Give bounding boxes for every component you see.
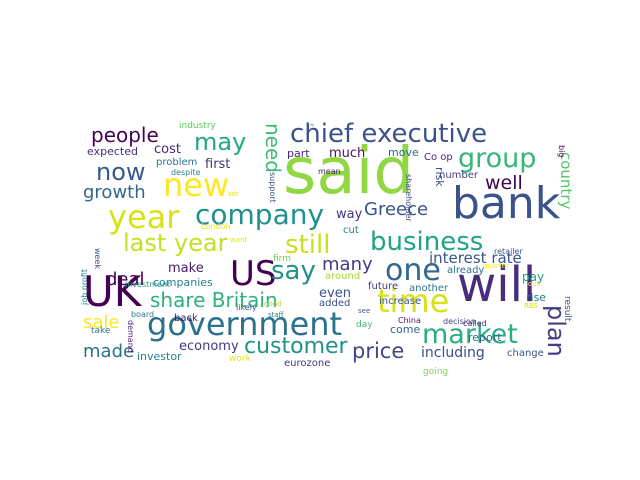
word-customer: customer [244, 334, 349, 359]
word-growth: growth [83, 182, 146, 203]
word-many: many [322, 254, 373, 275]
word-out: out [528, 280, 540, 288]
word-much: much [329, 146, 365, 161]
word-shareholder: shareholder [404, 174, 413, 222]
word-r: r [308, 124, 315, 127]
word-new: new [163, 166, 229, 204]
word-deal: deal [106, 269, 145, 290]
word-way: way [336, 207, 363, 222]
word-plan: plan [542, 305, 570, 357]
word-bank: bank [452, 178, 561, 229]
word-share-britain: share Britain [150, 288, 278, 312]
word-interest-rate: interest rate [429, 249, 522, 267]
word-risk: risk [433, 167, 446, 187]
word-still: still [285, 230, 330, 260]
word-retailer: retailer [494, 247, 523, 256]
word-companies: companies [153, 276, 213, 289]
word-going: going [423, 367, 448, 377]
word-already: already [447, 265, 484, 276]
word-one: one [385, 253, 441, 288]
word-say: say [271, 256, 316, 286]
word-well: well [485, 172, 523, 194]
word-rbs: RBS [524, 302, 539, 310]
word-see: see [358, 307, 370, 315]
word-made: made [83, 341, 134, 362]
word-another: another [409, 283, 449, 294]
word-good: good [264, 300, 281, 308]
word-change: change [507, 348, 544, 359]
word-rise: rise [526, 291, 546, 304]
word-support: support [268, 172, 277, 203]
word-mean: mean [318, 167, 341, 176]
word-come: come [390, 323, 420, 336]
word-firm: firm [273, 254, 291, 264]
word-investor: investor [137, 350, 182, 363]
word-greece: Greece [364, 199, 428, 220]
word-decision: decision [443, 317, 476, 326]
word-result: result [562, 296, 572, 322]
word-first: first [205, 157, 230, 172]
word-report: report [468, 331, 502, 344]
word-company: company [195, 198, 324, 231]
word-day: day [356, 320, 373, 330]
word-including: including [421, 345, 485, 361]
word-part: part [287, 147, 310, 160]
word-number: number [439, 170, 479, 181]
word-called: called [463, 319, 487, 328]
word-board: board [131, 310, 154, 319]
word-now: now [96, 158, 146, 186]
word-added: added [319, 298, 350, 309]
word-want: want [230, 236, 247, 244]
word-price: price [352, 339, 404, 363]
word-group: group [458, 143, 536, 174]
word-chief-executive: chief executive [290, 119, 487, 149]
word-move: move [388, 146, 419, 159]
word-us: US [230, 254, 276, 294]
word-uk: UK [83, 267, 143, 316]
word-last-year: last year [123, 229, 228, 257]
word-job-profit: job profit [80, 269, 89, 306]
word-week: week [93, 248, 102, 269]
word-business: business [370, 227, 483, 257]
word-even: even [319, 286, 351, 301]
word-future: future [368, 281, 398, 292]
word-sale: sale [83, 312, 119, 333]
word-year: year [108, 198, 180, 236]
word-big: big [557, 145, 566, 157]
word-expected: expected [87, 145, 138, 158]
word-cut: cut [343, 225, 359, 236]
word-government: government [147, 305, 342, 343]
word-staff: staff [268, 311, 284, 319]
word-pay: pay [522, 270, 544, 284]
word-said: said [283, 135, 414, 209]
word-set: set [228, 190, 239, 198]
word-work: work [229, 354, 252, 364]
word-industry: industry [179, 121, 217, 131]
word-demand: demand [126, 320, 135, 353]
word-market: market [422, 319, 518, 350]
word-economy: economy [179, 339, 239, 354]
word-time: time [377, 282, 449, 320]
word-quarter: quarter [483, 262, 509, 270]
word-need: need [261, 123, 285, 173]
word-co-op: Co op [424, 152, 453, 163]
word-problem: problem [156, 157, 197, 168]
word-london: London [201, 222, 230, 231]
word-increase: increase [379, 296, 421, 307]
word-make: make [168, 261, 204, 276]
word-around: around [325, 271, 360, 282]
word-china: China [398, 316, 421, 325]
word-may: may [194, 128, 246, 156]
word-investment: investment [125, 280, 170, 289]
word-eurozone: eurozone [284, 358, 330, 369]
word-take: take [91, 326, 111, 336]
word-country: country [557, 152, 575, 209]
word-back: back [174, 313, 198, 324]
word-cost: cost [154, 142, 181, 157]
word-despite: despite [171, 168, 201, 177]
word-likely: likely [236, 303, 257, 312]
word-will: will [457, 257, 536, 313]
word-people: people [91, 123, 159, 147]
